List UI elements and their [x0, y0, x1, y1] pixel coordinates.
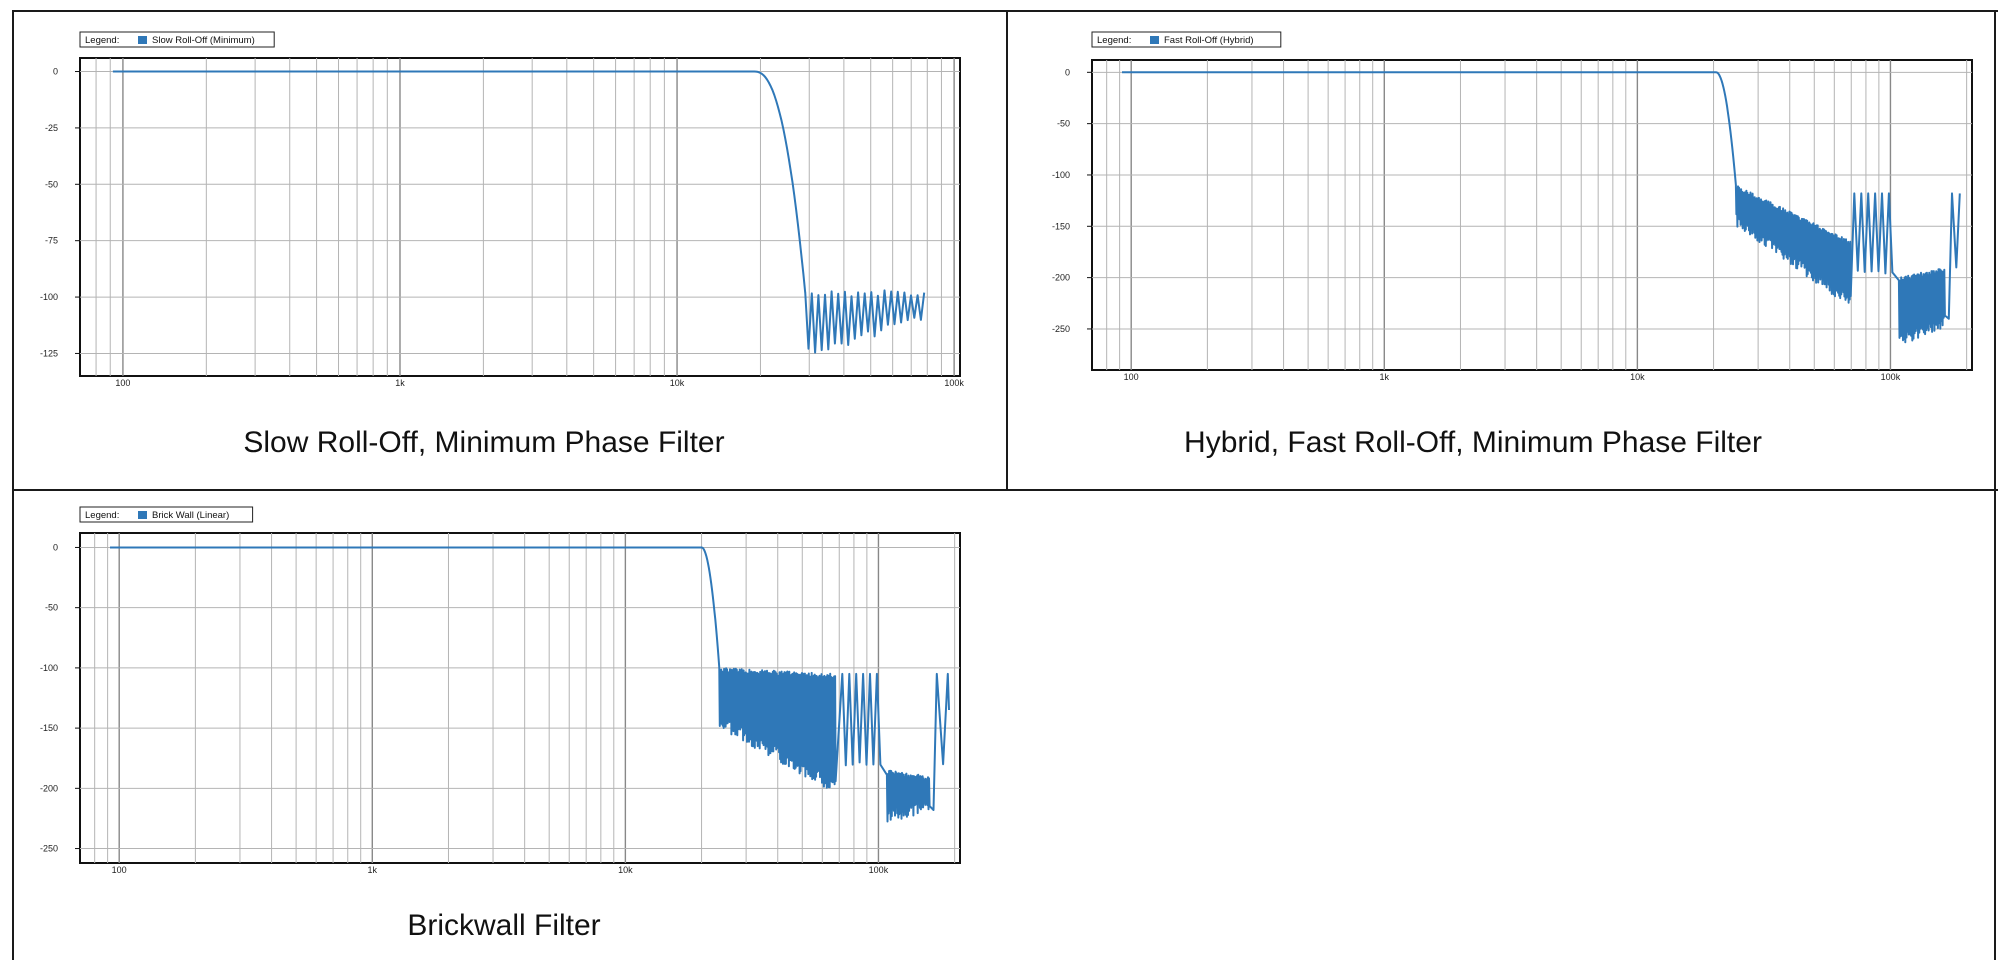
frame-left-border	[12, 10, 14, 960]
y-tick-label: -200	[1052, 273, 1070, 283]
x-tick-label: 100	[1124, 372, 1139, 382]
frame-middle-divider	[12, 489, 1998, 491]
y-tick-label: -100	[1052, 170, 1070, 180]
legend-series-label: Brick Wall (Linear)	[152, 510, 229, 521]
y-tick-label: -150	[1052, 221, 1070, 231]
x-tick-label: 10k	[618, 865, 633, 875]
legend: Legend: Brick Wall (Linear)	[79, 506, 254, 523]
y-tick-label: -50	[45, 179, 58, 189]
series-line	[110, 546, 950, 823]
x-tick-label: 10k	[1630, 372, 1645, 382]
frame-center-divider	[1006, 10, 1008, 490]
x-tick-label: 1k	[395, 378, 405, 388]
caption-brickwall: Brickwall Filter	[407, 909, 601, 942]
x-tick-label: 100k	[944, 378, 964, 388]
y-tick-label: -150	[40, 723, 58, 733]
legend-swatch	[138, 36, 147, 44]
plot-area	[1091, 59, 1973, 371]
y-tick-label: -200	[40, 783, 58, 793]
legend-series-label: Slow Roll-Off (Minimum)	[152, 35, 255, 46]
y-tick-label: -125	[40, 348, 58, 358]
x-tick-label: 100k	[1881, 372, 1901, 382]
legend-prefix: Legend:	[85, 510, 119, 521]
y-tick-label: -100	[40, 292, 58, 302]
frame-top-border	[12, 10, 1998, 12]
x-tick-label: 100	[115, 378, 130, 388]
legend: Legend: Fast Roll-Off (Hybrid)	[1091, 31, 1282, 48]
panel-brickwall: 0 -50 -100 -150 -200 -250 100 1k 10k 100k Legend: B…	[14, 491, 1006, 960]
x-tick-label: 100k	[869, 865, 889, 875]
y-tick-label: -50	[1057, 119, 1070, 129]
x-tick-label: 100	[112, 865, 127, 875]
caption-slow-roll-off: Slow Roll-Off, Minimum Phase Filter	[243, 426, 725, 459]
series-line	[112, 70, 926, 354]
grid-lines	[80, 58, 960, 376]
legend-series-label: Fast Roll-Off (Hybrid)	[1164, 35, 1254, 46]
legend-box	[1091, 31, 1282, 48]
y-tick-label: 0	[53, 67, 58, 77]
y-tick-label: -100	[40, 663, 58, 673]
chart-slow-roll-off: 0 -25 -50 -75 -100 -125 100 1k 10k 100k Legend: Slo…	[40, 31, 964, 388]
chart-hybrid-fast-roll-off: 0 -50 -100 -150 -200 -250 100 1k 10k 100k Legend: F…	[1052, 31, 1973, 382]
legend-box	[79, 31, 275, 48]
chart-brickwall: 0 -50 -100 -150 -200 -250 100 1k 10k 100k Legend: B…	[40, 506, 961, 875]
legend-prefix: Legend:	[1097, 35, 1131, 46]
x-tick-label: 10k	[670, 378, 685, 388]
x-tick-label: 1k	[368, 865, 378, 875]
legend: Legend: Slow Roll-Off (Minimum)	[79, 31, 275, 48]
y-tick-label: 0	[1065, 67, 1070, 77]
y-tick-label: 0	[53, 542, 58, 552]
y-tick-label: -50	[45, 603, 58, 613]
y-tick-label: -250	[1052, 324, 1070, 334]
legend-prefix: Legend:	[85, 35, 119, 46]
y-tick-label: -250	[40, 844, 58, 854]
panel-hybrid-fast-roll-off: 0 -50 -100 -150 -200 -250 100 1k 10k 100k Legend: F…	[1008, 12, 1994, 489]
x-tick-label: 1k	[1380, 372, 1390, 382]
frame-right-border	[1994, 10, 1996, 960]
series-line	[1122, 71, 1961, 344]
legend-swatch	[138, 511, 147, 519]
legend-box	[79, 506, 254, 523]
caption-hybrid-fast-roll-off: Hybrid, Fast Roll-Off, Minimum Phase Fil…	[1184, 426, 1762, 459]
y-tick-label: -75	[45, 236, 58, 246]
panel-slow-roll-off: 0 -25 -50 -75 -100 -125 100 1k 10k 100k Legend: Slo…	[14, 12, 1006, 489]
legend-swatch	[1150, 36, 1159, 44]
y-tick-label: -25	[45, 123, 58, 133]
